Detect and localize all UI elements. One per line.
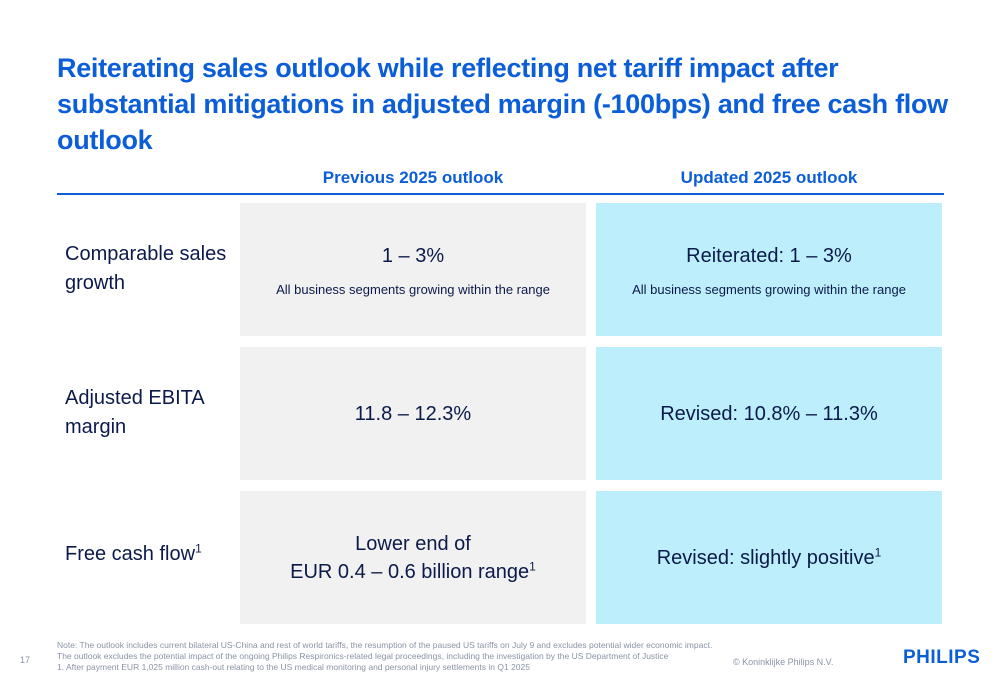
footnotes: Note: The outlook includes current bilat… — [57, 640, 757, 673]
updated-ebita-margin-cell: Revised: 10.8% – 11.3% — [596, 347, 942, 480]
previous-comparable-sales-note: All business segments growing within the… — [276, 282, 550, 297]
footnote-marker: 1 — [529, 558, 536, 573]
updated-comparable-sales-cell: Reiterated: 1 – 3% All business segments… — [596, 203, 942, 336]
previous-free-cash-flow-cell: Lower end of EUR 0.4 – 0.6 billion range… — [240, 491, 586, 624]
previous-outlook-header: Previous 2025 outlook — [322, 168, 504, 187]
header-divider — [57, 193, 944, 195]
note-tariffs: Note: The outlook includes current bilat… — [57, 640, 713, 650]
previous-free-cash-flow-line1: Lower end of — [355, 532, 471, 555]
note-legal: The outlook excludes the potential impac… — [57, 651, 669, 661]
updated-free-cash-flow-cell: Revised: slightly positive1 — [596, 491, 942, 624]
updated-outlook-header: Updated 2025 outlook — [680, 168, 858, 187]
page-number: 17 — [20, 655, 31, 665]
slide-title: Reiterating sales outlook while reflecti… — [57, 53, 948, 155]
updated-comparable-sales-note: All business segments growing within the… — [632, 282, 906, 297]
previous-free-cash-flow-line2: EUR 0.4 – 0.6 billion range1 — [290, 558, 536, 586]
previous-free-cash-flow-range: EUR 0.4 – 0.6 billion range — [290, 560, 530, 583]
updated-comparable-sales-value: Reiterated: 1 – 3% — [686, 245, 852, 267]
previous-comparable-sales-cell: 1 – 3% All business segments growing wit… — [240, 203, 586, 336]
footnote-marker: 1 — [874, 544, 882, 559]
previous-ebita-margin-value: 11.8 – 12.3% — [354, 402, 472, 425]
previous-comparable-sales-value: 1 – 3% — [381, 245, 445, 267]
note-footnote-1: 1. After payment EUR 1,025 million cash-… — [57, 662, 530, 672]
row-label-comparable-sales-growth: Comparable sales growth — [65, 243, 227, 294]
philips-logo: PHILIPS — [903, 647, 981, 668]
row-label-adjusted-ebita-margin: Adjusted EBITA margin — [65, 387, 204, 438]
footnote-marker: 1 — [195, 541, 202, 556]
row-label-free-cash-flow: Free cash flow1 — [65, 540, 235, 569]
copyright-notice: © Koninklijke Philips N.V. — [733, 657, 834, 667]
updated-free-cash-flow-value: Revised: slightly positive1 — [657, 544, 882, 572]
updated-free-cash-flow-text: Revised: slightly positive — [656, 546, 875, 569]
free-cash-flow-label: Free cash flow — [65, 543, 196, 565]
updated-ebita-margin-value: Revised: 10.8% – 11.3% — [660, 402, 878, 425]
previous-ebita-margin-cell: 11.8 – 12.3% — [240, 347, 586, 480]
